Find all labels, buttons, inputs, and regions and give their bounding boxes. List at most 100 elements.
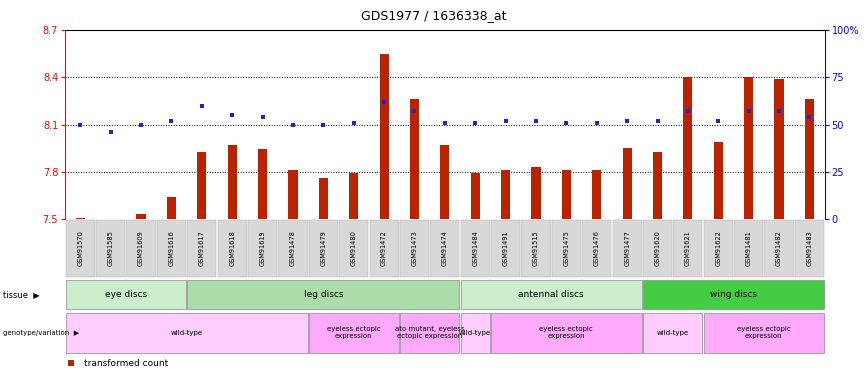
Bar	[410, 99, 419, 219]
Bar	[400, 220, 429, 277]
Text: GSM91478: GSM91478	[290, 231, 296, 266]
Bar	[279, 220, 307, 277]
Bar	[653, 152, 662, 219]
Text: antennal discs: antennal discs	[518, 290, 584, 299]
Bar	[309, 313, 398, 352]
Bar	[339, 220, 368, 277]
Bar	[440, 145, 450, 219]
Bar	[643, 220, 672, 277]
Text: GSM91481: GSM91481	[746, 231, 752, 266]
Bar	[592, 170, 602, 219]
Bar	[76, 218, 85, 219]
Text: leg discs: leg discs	[304, 290, 343, 299]
Text: GSM91483: GSM91483	[806, 231, 812, 266]
Text: ato mutant, eyeless
ectopic expression: ato mutant, eyeless ectopic expression	[395, 326, 464, 339]
Text: eye discs: eye discs	[105, 290, 147, 299]
Text: GSM91620: GSM91620	[654, 231, 661, 266]
Text: GSM91477: GSM91477	[624, 231, 630, 266]
Text: wild-type: wild-type	[656, 330, 689, 336]
Text: wild-type: wild-type	[170, 330, 203, 336]
Text: GSM91616: GSM91616	[168, 231, 174, 266]
Text: tissue  ▶: tissue ▶	[3, 290, 39, 299]
Text: GSM91585: GSM91585	[108, 231, 114, 266]
Bar	[96, 220, 125, 277]
Bar	[187, 279, 459, 309]
Text: GSM91622: GSM91622	[715, 231, 721, 266]
Bar	[744, 77, 753, 219]
Text: GSM91618: GSM91618	[229, 231, 235, 266]
Bar	[431, 220, 459, 277]
Bar	[795, 220, 824, 277]
Bar	[66, 313, 307, 352]
Bar	[288, 171, 298, 219]
Text: GSM91570: GSM91570	[77, 231, 83, 266]
Text: GSM91617: GSM91617	[199, 231, 205, 266]
Bar	[319, 177, 328, 219]
Bar	[218, 220, 247, 277]
Bar	[522, 220, 550, 277]
Bar	[622, 148, 632, 219]
Bar	[379, 54, 389, 219]
Text: GSM91479: GSM91479	[320, 231, 326, 266]
Bar	[461, 279, 641, 309]
Text: GSM91476: GSM91476	[594, 231, 600, 266]
Bar	[167, 197, 176, 219]
Text: GSM91619: GSM91619	[260, 231, 266, 266]
Bar	[309, 220, 338, 277]
Bar	[774, 79, 784, 219]
Bar	[227, 145, 237, 219]
Text: wild-type: wild-type	[459, 330, 491, 336]
Bar	[491, 220, 520, 277]
Bar	[501, 170, 510, 219]
Bar	[734, 220, 763, 277]
Bar	[157, 220, 186, 277]
Bar	[187, 220, 216, 277]
Text: GSM91480: GSM91480	[351, 231, 357, 266]
Text: GSM91474: GSM91474	[442, 231, 448, 266]
Bar	[704, 220, 733, 277]
Bar	[66, 220, 95, 277]
Bar	[461, 313, 490, 352]
Bar	[552, 220, 581, 277]
Bar	[66, 279, 186, 309]
Text: GSM91621: GSM91621	[685, 231, 691, 266]
Text: transformed count: transformed count	[84, 359, 168, 368]
Bar	[674, 220, 702, 277]
Bar	[349, 173, 358, 219]
Text: GDS1977 / 1636338_at: GDS1977 / 1636338_at	[361, 9, 507, 22]
Bar	[136, 214, 146, 219]
Text: GSM91609: GSM91609	[138, 231, 144, 266]
Bar	[400, 313, 459, 352]
Bar	[370, 220, 398, 277]
Bar	[470, 173, 480, 219]
Text: wing discs: wing discs	[710, 290, 757, 299]
Bar	[683, 77, 693, 219]
Bar	[613, 220, 641, 277]
Text: genotype/variation  ▶: genotype/variation ▶	[3, 330, 79, 336]
Text: GSM91473: GSM91473	[411, 231, 418, 266]
Bar	[197, 152, 207, 219]
Bar	[531, 166, 541, 219]
Bar	[713, 142, 723, 219]
Text: GSM91515: GSM91515	[533, 231, 539, 266]
Bar	[643, 313, 702, 352]
Bar	[582, 220, 611, 277]
Text: eyeless ectopic
expression: eyeless ectopic expression	[737, 326, 791, 339]
Bar	[643, 279, 824, 309]
Bar	[805, 99, 814, 219]
Text: GSM91472: GSM91472	[381, 231, 387, 266]
Bar	[765, 220, 793, 277]
Text: eyeless ectopic
expression: eyeless ectopic expression	[540, 326, 593, 339]
Bar	[704, 313, 824, 352]
Text: GSM91482: GSM91482	[776, 231, 782, 266]
Text: GSM91475: GSM91475	[563, 231, 569, 266]
Bar	[461, 220, 490, 277]
Bar	[258, 149, 267, 219]
Bar	[562, 170, 571, 219]
Text: eyeless ectopic
expression: eyeless ectopic expression	[327, 326, 380, 339]
Text: GSM91491: GSM91491	[503, 231, 509, 266]
Text: GSM91484: GSM91484	[472, 231, 478, 266]
Bar	[248, 220, 277, 277]
Bar	[491, 313, 641, 352]
Bar	[127, 220, 155, 277]
